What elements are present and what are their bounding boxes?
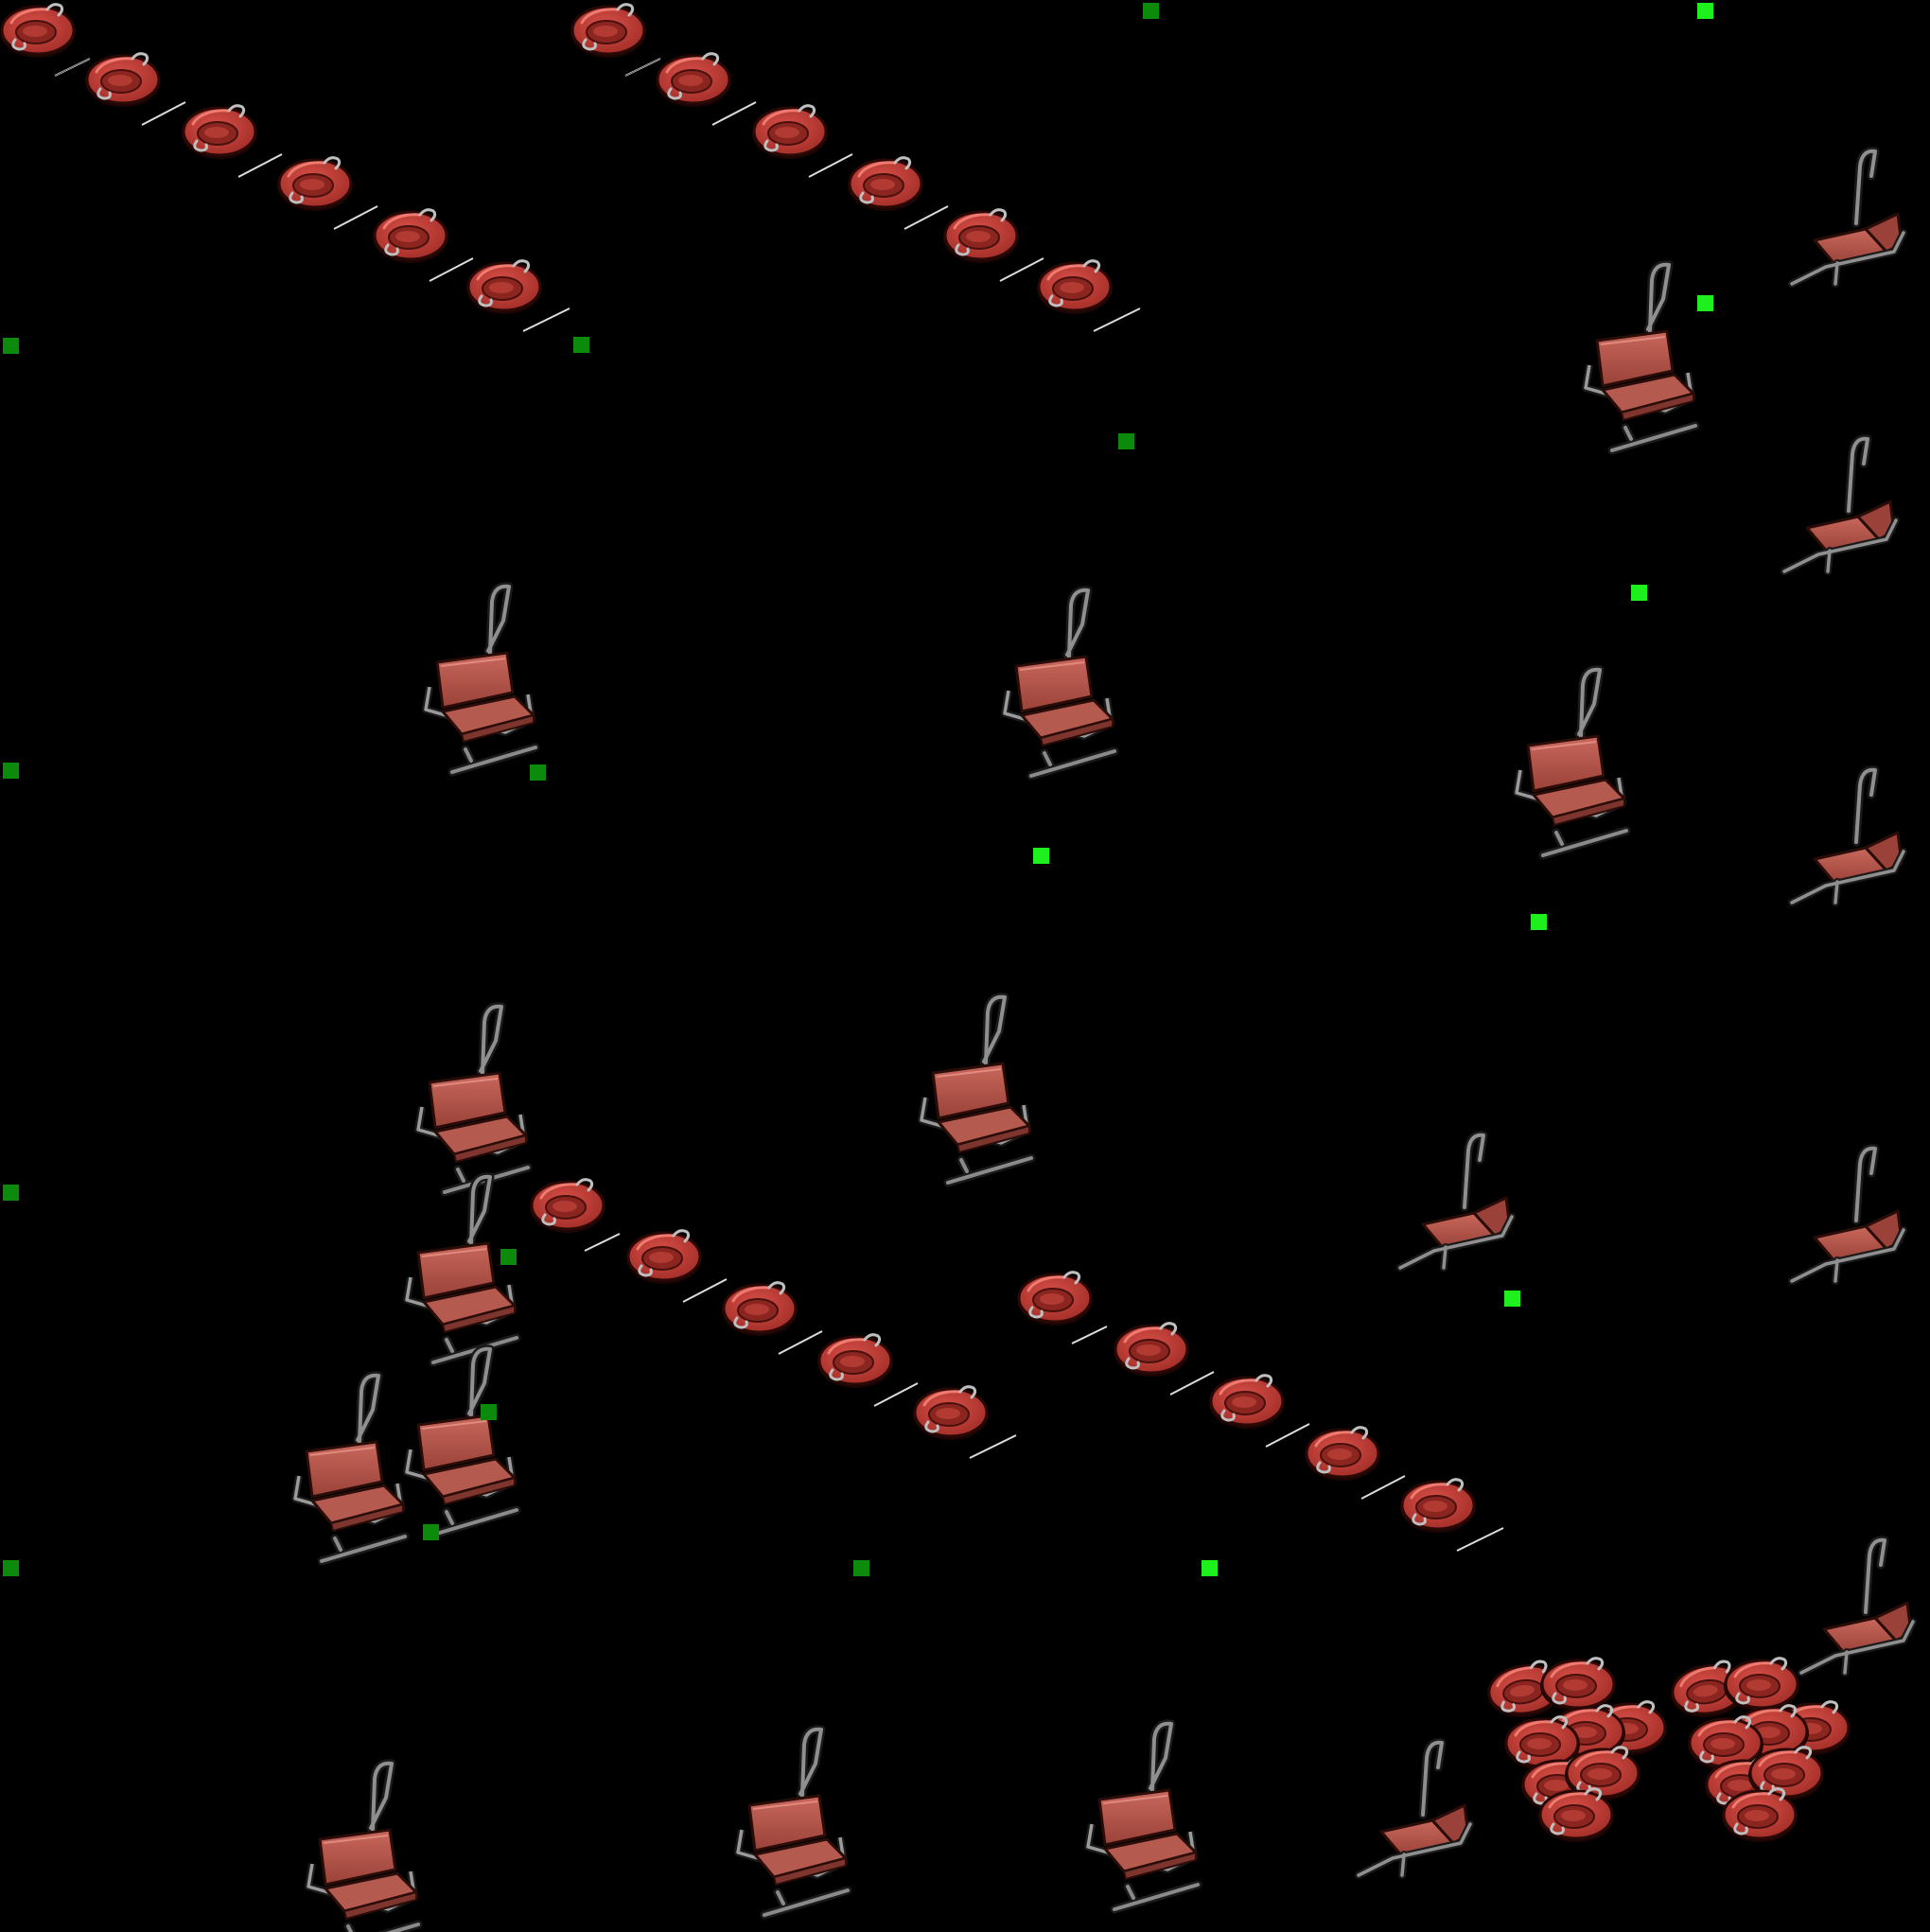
anchor-marker <box>423 1524 439 1540</box>
anchor-marker <box>1033 848 1049 864</box>
lift-chair-front <box>921 997 1031 1183</box>
lift-chair-front <box>1088 1724 1198 1909</box>
lift-chair-side <box>1792 770 1904 903</box>
lift-chair-side <box>1359 1743 1470 1875</box>
lift-chair-side <box>1801 1540 1913 1673</box>
anchor-marker <box>573 337 589 353</box>
anchor-marker <box>530 764 546 781</box>
anchor-marker <box>3 1185 19 1201</box>
anchor-marker <box>1697 295 1713 311</box>
anchor-marker <box>1531 914 1547 930</box>
lift-chair-front <box>407 1349 517 1535</box>
lift-chair-front <box>426 587 535 772</box>
lift-chair-side <box>1792 151 1904 284</box>
tube-pile-right <box>1667 1659 1851 1842</box>
lift-chair-front <box>295 1376 405 1561</box>
lift-chair-front <box>407 1177 517 1362</box>
anchor-marker <box>3 1560 19 1576</box>
anchor-marker <box>1143 3 1159 19</box>
anchor-marker <box>500 1249 517 1265</box>
anchor-marker <box>1202 1560 1218 1576</box>
anchor-marker <box>853 1560 869 1576</box>
lift-chair-side <box>1792 1149 1904 1281</box>
lift-chair-front <box>738 1730 848 1915</box>
anchor-marker <box>1631 585 1647 601</box>
anchor-marker <box>1118 433 1134 449</box>
tube-train-middle-right <box>1017 1273 1503 1551</box>
tube-train-middle-left <box>530 1180 1016 1458</box>
lift-chair-front <box>1005 590 1114 776</box>
lift-chair-front <box>418 1007 528 1192</box>
tube-train-top-middle <box>570 5 1140 331</box>
anchor-marker <box>1504 1291 1520 1307</box>
lift-chair-front <box>308 1764 418 1932</box>
lift-chair-front <box>1586 265 1695 450</box>
anchor-marker <box>3 338 19 354</box>
tube-pile-left <box>1483 1659 1667 1842</box>
anchor-marker <box>1697 3 1713 19</box>
lift-chair-side <box>1784 439 1896 571</box>
tube-train-top-left <box>0 5 570 331</box>
anchor-marker <box>3 763 19 779</box>
lift-chair-side <box>1400 1135 1512 1268</box>
lift-chair-front <box>1517 670 1626 855</box>
anchor-marker <box>481 1404 497 1420</box>
